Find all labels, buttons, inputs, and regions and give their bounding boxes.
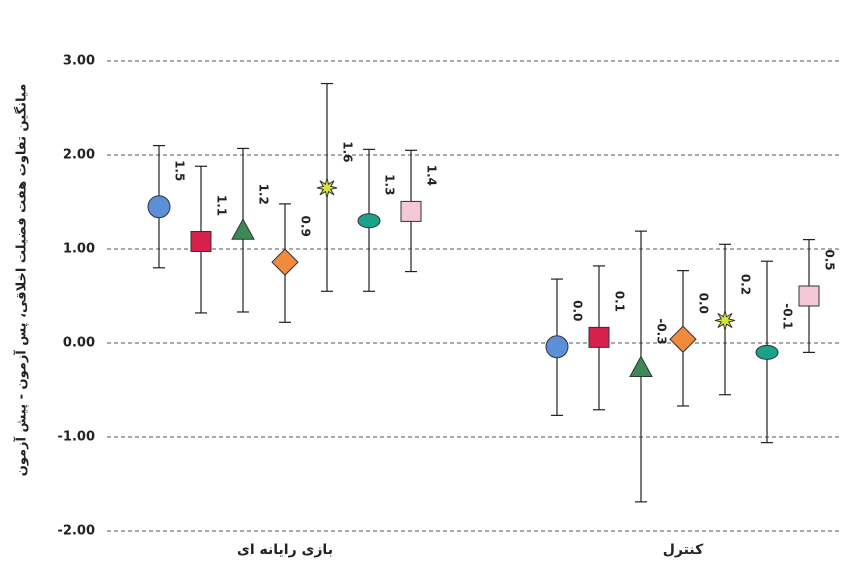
marker bbox=[147, 195, 171, 219]
marker bbox=[231, 218, 255, 240]
marker bbox=[588, 326, 610, 348]
marker bbox=[271, 248, 299, 276]
marker bbox=[190, 230, 212, 252]
value-label: 0.5 bbox=[823, 249, 837, 270]
value-label: 1.5 bbox=[173, 160, 187, 181]
value-label: 0.9 bbox=[299, 216, 313, 237]
y-tick-label: 3.00 bbox=[63, 54, 95, 69]
y-tick-label: 0.00 bbox=[63, 336, 95, 351]
value-label: 0.1 bbox=[613, 291, 627, 312]
value-label: 1.3 bbox=[383, 174, 397, 195]
marker bbox=[755, 344, 779, 360]
value-label: 0.0 bbox=[697, 293, 711, 314]
value-label: 0.2 bbox=[739, 274, 753, 295]
y-tick-label: 2.00 bbox=[63, 148, 95, 163]
y-axis-label: میانگین تفاوت هفت فضیلت اخلاقی، پس آزمون… bbox=[13, 84, 30, 477]
y-tick-label: 1.00 bbox=[63, 242, 95, 257]
marker bbox=[357, 213, 381, 229]
value-label: -0.1 bbox=[781, 303, 795, 329]
marker bbox=[669, 325, 697, 353]
marker bbox=[798, 285, 820, 307]
y-tick-label: -1.00 bbox=[58, 430, 95, 445]
value-label: 1.1 bbox=[215, 195, 229, 216]
value-label: 1.2 bbox=[257, 184, 271, 205]
value-label: -0.3 bbox=[655, 318, 669, 344]
value-label: 1.6 bbox=[341, 141, 355, 162]
marker bbox=[545, 335, 569, 359]
y-tick-label: -2.00 bbox=[58, 524, 95, 539]
marker bbox=[316, 177, 338, 199]
marker bbox=[400, 200, 422, 222]
x-tick-label: بازی رایانه ای bbox=[237, 542, 333, 558]
marker bbox=[714, 310, 736, 331]
x-tick-label: کنترل bbox=[663, 542, 704, 558]
value-label: 0.0 bbox=[571, 300, 585, 321]
marker bbox=[629, 355, 653, 377]
value-label: 1.4 bbox=[425, 165, 439, 186]
